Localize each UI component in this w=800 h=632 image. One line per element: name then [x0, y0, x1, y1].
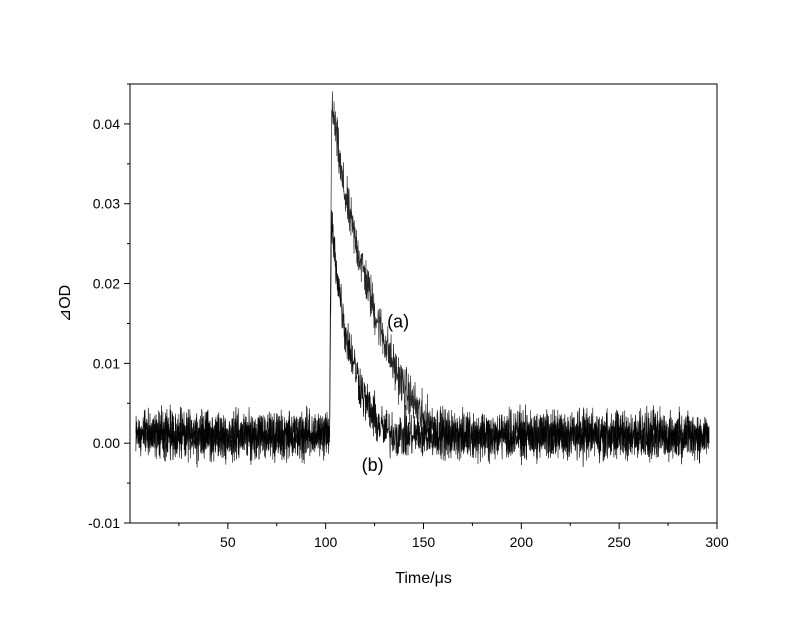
y-tick-label: 0.03 [93, 196, 120, 212]
y-tick-label: 0.00 [93, 435, 120, 451]
y-tick-label: 0.02 [93, 276, 120, 292]
x-tick-label: 50 [220, 534, 236, 550]
axes [124, 83, 718, 529]
x-axis-title: Time/μs [395, 570, 452, 587]
series-layer [135, 91, 710, 468]
x-tick-label: 200 [510, 534, 534, 550]
curve-annotation: (b) [362, 455, 384, 475]
series-line [135, 210, 710, 467]
y-tick-label: 0.01 [93, 355, 120, 371]
series-line [135, 91, 710, 468]
plot-frame [129, 83, 718, 524]
x-tick-label: 250 [607, 534, 631, 550]
y-tick-label: -0.01 [88, 515, 120, 531]
labels-layer: 50 100 150 200 250 300 -0.01 0.00 0.01 0.02 0.03 0.… [57, 116, 729, 587]
y-axis-title: ⊿OD [57, 285, 74, 322]
y-tick-label: 0.04 [93, 116, 120, 132]
x-tick-label: 100 [314, 534, 338, 550]
curve-annotation: (a) [387, 311, 409, 331]
x-tick-label: 150 [412, 534, 436, 550]
x-tick-label: 300 [705, 534, 729, 550]
